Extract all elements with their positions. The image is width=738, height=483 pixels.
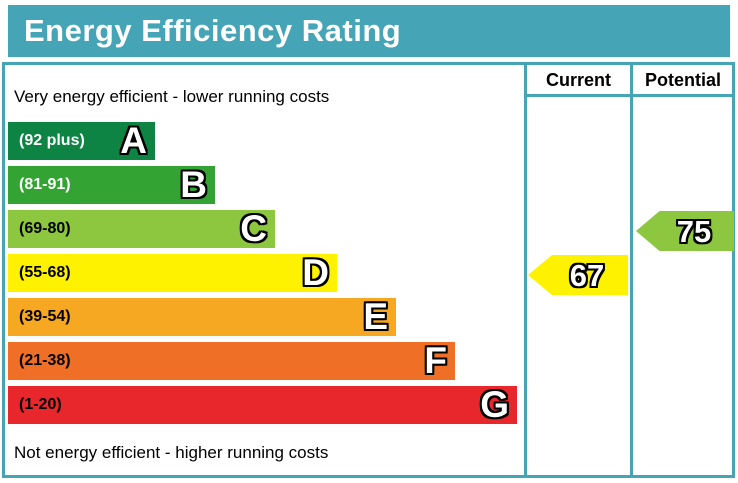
band-c: (69-80) C — [8, 210, 275, 248]
header-underline — [524, 94, 735, 97]
band-a: (92 plus) A — [8, 122, 155, 160]
band-e-range-label: (39-54) — [19, 308, 71, 325]
caption-very-efficient: Very energy efficient - lower running co… — [14, 87, 330, 106]
band-b: (81-91) B — [8, 166, 215, 204]
band-b-range-label: (81-91) — [19, 176, 71, 193]
potential-rating-value: 75 — [676, 213, 712, 249]
page-title: Energy Efficiency Rating — [24, 13, 402, 48]
band-g-range-label: (1-20) — [19, 396, 62, 413]
current-rating-value: 67 — [569, 257, 605, 293]
band-f: (21-38) F — [8, 342, 455, 380]
band-d-letter: D — [302, 251, 329, 293]
band-g: (1-20) G — [8, 386, 517, 424]
band-c-letter: C — [240, 207, 267, 249]
current-rating-arrow: 67 — [528, 255, 628, 295]
band-a-letter: A — [120, 119, 147, 161]
band-a-range-label: (92 plus) — [19, 132, 85, 149]
band-e: (39-54) E — [8, 298, 396, 336]
potential-rating-arrow: 75 — [636, 211, 734, 251]
current-column-divider — [524, 62, 527, 478]
caption-not-efficient: Not energy efficient - higher running co… — [14, 443, 329, 462]
band-f-letter: F — [424, 339, 447, 381]
chart-frame — [2, 62, 735, 478]
band-c-range-label: (69-80) — [19, 220, 71, 237]
title-bar: Energy Efficiency Rating — [8, 5, 730, 57]
column-header-current: Current — [545, 70, 611, 90]
band-g-letter: G — [480, 383, 509, 425]
band-d: (55-68) D — [8, 254, 337, 292]
column-header-potential: Potential — [644, 70, 721, 90]
band-f-range-label: (21-38) — [19, 352, 71, 369]
band-d-range-label: (55-68) — [19, 264, 71, 281]
potential-column-divider — [630, 62, 633, 478]
band-b-letter: B — [180, 163, 207, 205]
band-e-letter: E — [363, 295, 388, 337]
